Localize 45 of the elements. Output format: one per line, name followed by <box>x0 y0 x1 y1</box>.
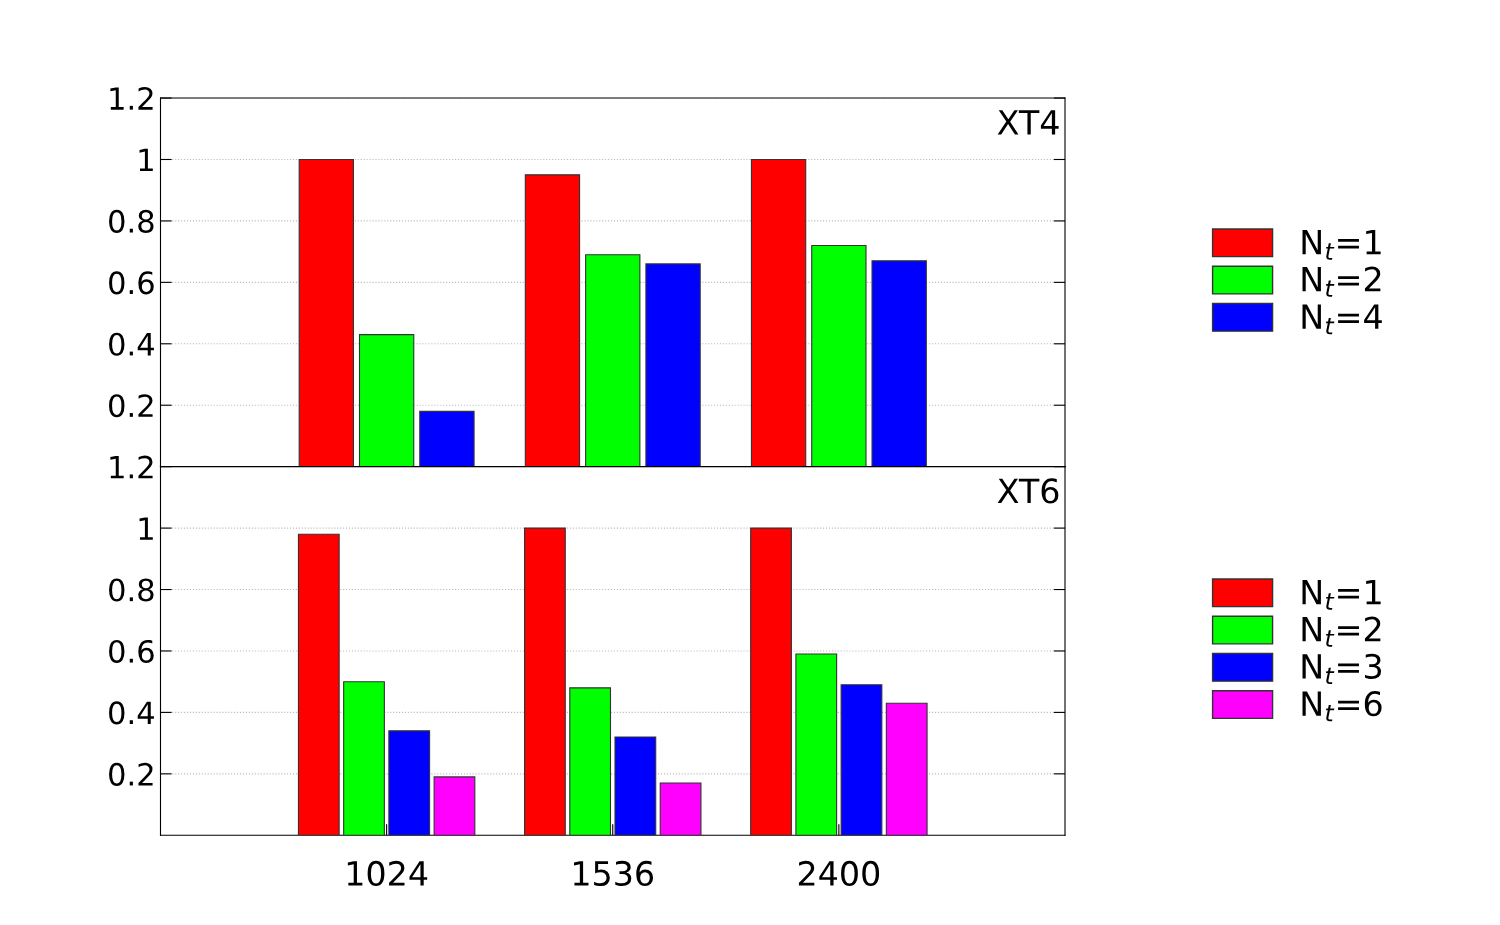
y-tick-label: 1 <box>139 517 153 540</box>
bar <box>388 730 431 836</box>
bar <box>750 158 807 467</box>
x-tick-label: 1024 <box>347 860 428 887</box>
y-tick-label: 0.6 <box>109 271 154 295</box>
bar <box>569 687 612 836</box>
x-tick-label: 2400 <box>798 860 880 887</box>
bar <box>885 702 928 836</box>
x-tick-label: 1536 <box>573 860 654 887</box>
bar <box>358 334 415 467</box>
legend-label: N$_{t}$=1 <box>1302 229 1381 260</box>
bar <box>343 681 385 836</box>
text: N$_{t}$=2 <box>1302 616 1381 647</box>
y-tick-label: 0.6 <box>109 639 154 664</box>
bar <box>811 244 867 467</box>
y-tick-label: 0.2 <box>109 762 153 786</box>
y-tick-label: 0.2 <box>109 394 153 418</box>
y-tick-label: 1.2 <box>110 86 153 110</box>
y-tick-label: 0.8 <box>109 209 154 233</box>
bar <box>297 533 340 836</box>
bar <box>524 527 566 836</box>
bar <box>419 410 475 467</box>
bar <box>433 776 476 836</box>
bar <box>645 263 701 467</box>
bar <box>524 174 581 467</box>
y-tick-label: 0.4 <box>109 332 154 356</box>
bar <box>871 260 927 467</box>
bar <box>840 684 883 836</box>
bar <box>795 653 838 836</box>
y-tick-label: 1.2 <box>110 455 153 479</box>
chart-title: XT6 <box>997 478 1059 504</box>
bar <box>659 782 702 836</box>
text: N$_{t}$=3 <box>1302 653 1382 685</box>
bar <box>585 254 641 467</box>
bar <box>298 158 355 467</box>
bar <box>614 736 657 836</box>
y-tick-label: 0.4 <box>109 701 154 725</box>
y-tick-label: 0.8 <box>109 578 154 602</box>
text: N$_{t}$=1 <box>1302 579 1381 610</box>
y-tick-label: 1 <box>139 148 153 172</box>
legend-label: N$_{t}$=2 <box>1302 266 1381 297</box>
legend-label: N$_{t}$=4 <box>1302 304 1382 335</box>
bar <box>750 527 792 836</box>
legend-label: N$_{t}$=6 <box>1302 691 1382 722</box>
chart-title: XT4 <box>997 110 1059 135</box>
